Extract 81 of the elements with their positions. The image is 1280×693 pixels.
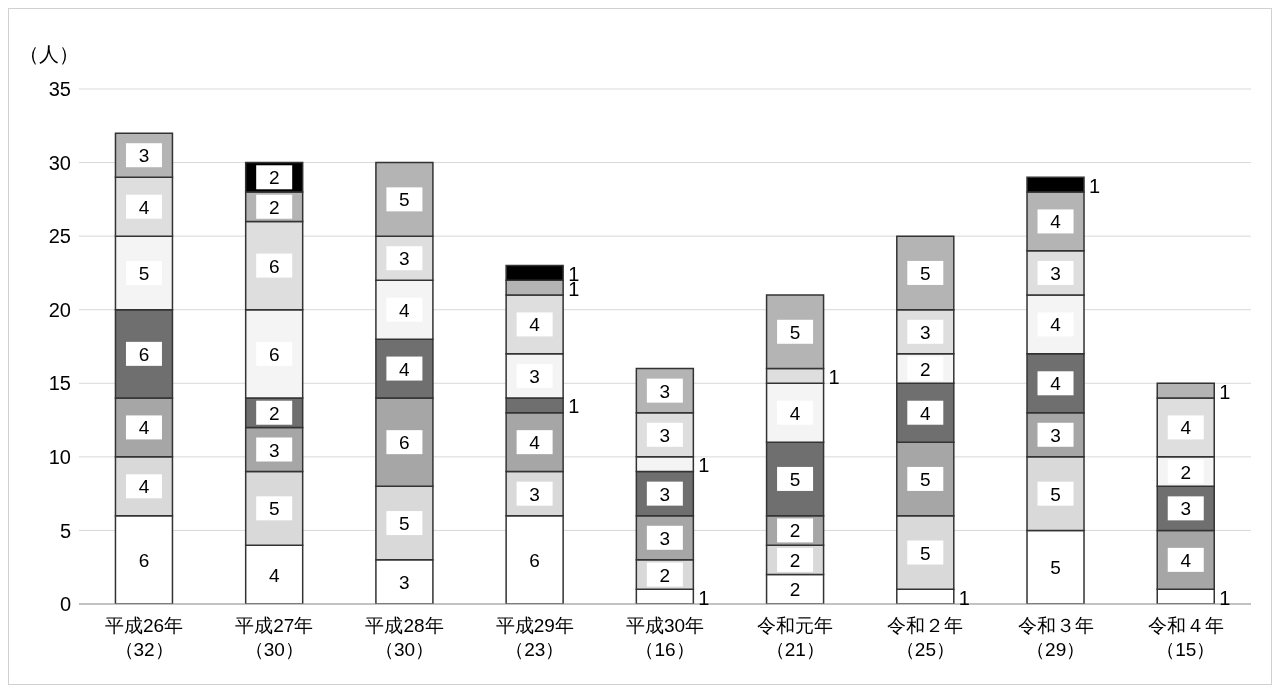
data-label: 5: [789, 468, 801, 490]
data-label: 4: [399, 358, 411, 380]
data-label: 5: [399, 189, 410, 211]
data-label: 2: [659, 564, 671, 586]
data-label: 2: [268, 167, 280, 189]
x-tick-label: 平成27年（30）: [234, 614, 315, 662]
data-label: 6: [268, 255, 280, 277]
data-label: 5: [1050, 483, 1061, 505]
data-label: 5: [268, 498, 280, 520]
data-label: 6: [399, 432, 410, 454]
data-label: 2: [920, 358, 931, 380]
data-label: 5: [789, 321, 801, 343]
x-tick-label: 令和４年（15）: [1146, 614, 1225, 662]
x-tick-label: 令和２年（25）: [886, 614, 965, 662]
data-label: 3: [1050, 424, 1061, 446]
data-label: 5: [920, 542, 931, 564]
x-tick-label: 平成30年（16）: [624, 614, 706, 662]
y-axis-title: （人）: [19, 42, 79, 67]
data-label: 3: [399, 571, 410, 593]
data-label: 1: [828, 365, 840, 388]
data-label: 4: [1180, 417, 1192, 439]
data-label: 6: [138, 549, 150, 571]
data-label: 4: [138, 417, 150, 439]
data-label: 3: [268, 439, 280, 461]
data-label: 1: [958, 586, 970, 609]
data-label: 4: [920, 402, 932, 424]
data-label: 4: [399, 299, 411, 321]
data-label: 5: [1050, 557, 1061, 579]
data-label: 3: [1180, 498, 1192, 520]
data-label: 1: [698, 586, 710, 609]
data-label: 4: [138, 196, 150, 218]
y-tick-label: 20: [48, 298, 71, 321]
x-tick-label: 平成29年（23）: [494, 614, 575, 662]
data-label: 1: [568, 395, 580, 418]
data-label: 4: [1180, 549, 1192, 571]
data-label: 6: [268, 343, 280, 365]
data-label: 4: [1050, 314, 1062, 336]
x-tick-label: 平成28年（30）: [364, 614, 445, 662]
data-label: 4: [789, 402, 801, 424]
data-label: 3: [529, 365, 540, 387]
x-tick-label: 令和３年（29）: [1016, 614, 1095, 662]
x-tick-label: 平成26年（32）: [104, 614, 185, 662]
data-label: 4: [138, 476, 150, 498]
data-label: 1: [698, 454, 710, 477]
data-label: 3: [659, 424, 671, 446]
data-label: 2: [1180, 461, 1192, 483]
data-label: 5: [399, 513, 410, 535]
data-label: 1: [1219, 380, 1231, 403]
data-label: 3: [920, 321, 931, 343]
y-tick-label: 25: [48, 225, 71, 248]
data-label: 1: [1089, 174, 1101, 197]
data-label: 6: [138, 343, 150, 365]
data-label: 3: [659, 527, 671, 549]
data-label: 2: [789, 520, 801, 542]
data-label: 4: [1050, 373, 1062, 395]
y-tick-label: 30: [48, 151, 71, 174]
data-label: 5: [920, 468, 931, 490]
data-label: 3: [659, 380, 671, 402]
data-label: 3: [659, 483, 671, 505]
data-label: 3: [399, 248, 410, 270]
data-label: 3: [138, 145, 150, 167]
data-label: 2: [268, 196, 280, 218]
data-label: 4: [268, 564, 280, 586]
y-tick-label: 15: [48, 372, 71, 395]
x-tick-label: 令和元年（21）: [756, 614, 835, 662]
data-label: 1: [1219, 586, 1231, 609]
data-label: 2: [789, 579, 801, 601]
data-label: 5: [138, 262, 150, 284]
data-label: 2: [268, 402, 280, 424]
data-label: 3: [529, 483, 540, 505]
data-label: 5: [920, 262, 931, 284]
data-label: 6: [529, 549, 540, 571]
y-tick-label: 0: [59, 593, 71, 616]
data-label: 3: [1050, 262, 1061, 284]
y-tick-label: 10: [48, 445, 71, 468]
data-label: 4: [1050, 211, 1062, 233]
y-tick-label: 5: [59, 519, 71, 542]
y-tick-label: 35: [48, 78, 71, 101]
data-label: 2: [789, 549, 801, 571]
data-label: 4: [529, 432, 541, 454]
data-label: 4: [529, 314, 541, 336]
